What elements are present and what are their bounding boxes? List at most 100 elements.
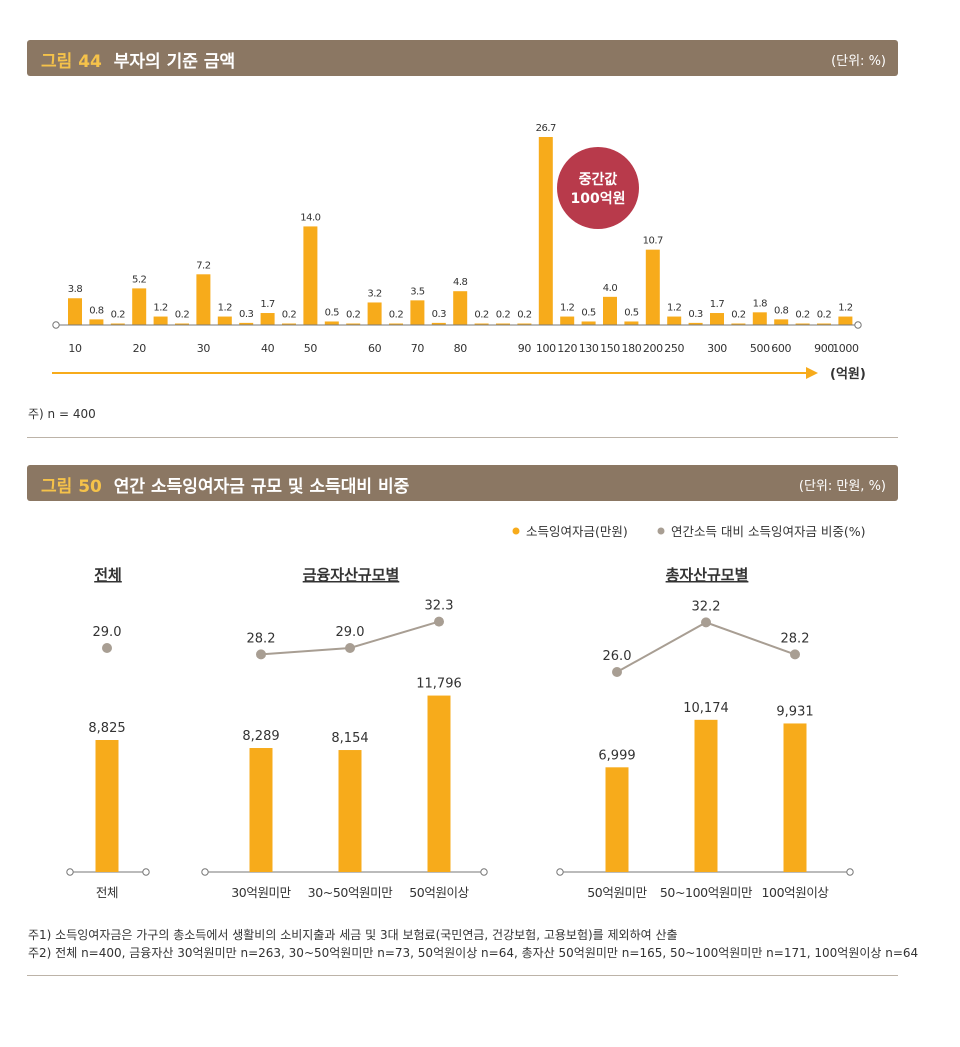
fig50-axis-dot [142,868,150,876]
fig50-title: 연간 소득잉여자금 규모 및 소득대비 비중 [113,477,410,497]
fig44-axis-end-dot [854,321,862,329]
fig44-arrow-head [806,367,818,379]
fig44-bar-value: 1.7 [260,299,275,310]
fig44-bar [346,323,361,325]
fig44-bar [581,321,596,325]
fig50-group-title: 금융자산규모별 [303,566,400,584]
fig50-bar-value: 10,174 [683,701,729,716]
fig44-tick-label: 300 [707,342,727,355]
fig44-bar [453,291,468,325]
fig44-tick-label: 200 [643,342,663,355]
fig44-tick-label: 30 [197,342,211,355]
fig50-ratio-point [790,649,800,660]
fig44-bar-value: 0.2 [817,310,832,321]
fig50-ratio-line [616,621,796,673]
fig44-axis-start-dot [52,321,60,329]
fig50-bar [605,767,629,872]
median-badge [557,147,639,229]
fig50-ratio-value: 29.0 [93,625,122,640]
fig44-tick-label: 180 [622,342,642,355]
fig44-tick-label: 100 [536,342,556,355]
fig50-ratio-point [102,643,112,653]
fig44-tick-label: 80 [454,342,468,355]
fig50-ratio-value: 28.2 [247,631,276,646]
fig50-ratio-value: 32.2 [692,599,721,614]
fig50-ratio-point [434,616,444,627]
fig44-note: 주) n = 400 [28,407,96,421]
fig50-group: 금융자산규모별 8,289 30억원미만 8,154 30~50억원미만 11,796 50… [201,566,488,900]
fig50-category-label: 100억원이상 [761,885,829,900]
fig44-bar [795,323,810,325]
fig50-banner: 그림 50 연간 소득잉여자금 규모 및 소득대비 비중 (단위: 만원, %) [27,465,898,501]
fig50-ratio-point [612,667,622,677]
fig50-bar-value: 8,289 [242,729,279,744]
fig44-bar [838,316,853,325]
fig50-group: 총자산규모별 6,999 50억원미만 10,174 50~100억원미만 9,931 10… [556,566,854,900]
fig44-bar-value: 3.8 [68,284,83,295]
fig44-tick-label: 40 [261,342,275,355]
fig44-bar-value: 7.2 [196,260,211,271]
fig50-ratio-value: 32.3 [425,599,454,614]
fig44-tick-label: 500 [750,342,770,355]
fig44-bar-value: 0.8 [774,305,789,316]
fig44-bar [474,323,489,325]
fig50-notes: 주1) 소득잉여자금은 가구의 총소득에서 생활비의 소비지출과 세금 및 3대… [28,926,918,962]
fig44-bar-value: 0.5 [581,307,596,318]
fig44-tick-label: 250 [664,342,684,355]
fig44-tick-label: 90 [518,342,532,355]
fig44-bar-value: 0.5 [325,307,340,318]
fig44-bar [175,323,189,325]
fig44-bar-value: 1.8 [753,298,768,309]
fig50-category-label: 50억원이상 [409,885,469,900]
fig44-number: 그림 44 [41,52,102,72]
fig44-axis-unit: (억원) [830,367,866,382]
fig44-tick-label: 900 [814,342,834,355]
fig44-bar [817,323,831,325]
fig44-bar [282,323,296,325]
legend-bar-marker [512,527,520,535]
fig50-bar-value: 8,154 [331,731,368,746]
legend-line-label: 연간소득 대비 소득잉여자금 비중(%) [671,524,866,539]
fig44-title: 부자의 기준 금액 [113,52,236,72]
fig44-tick-label: 50 [304,342,318,355]
fig44-bar-value: 0.8 [89,305,104,316]
fig44-tick-label: 70 [411,342,425,355]
fig50-axis-dot [480,868,488,876]
fig44-bar [710,313,724,325]
fig50-axis-dot [201,868,209,876]
fig50-group-title: 전체 [94,566,122,584]
fig50-ratio-value: 29.0 [336,625,365,640]
fig50-bar-value: 8,825 [88,721,125,736]
fig44-bar-value: 0.3 [688,309,703,320]
median-badge-line1: 중간값 [579,171,618,188]
fig44-bar [688,322,703,325]
fig44-bar-value: 1.2 [560,303,575,314]
fig44-tick-label: 130 [579,342,599,355]
fig44-bar [196,274,211,325]
fig44-bar-value: 4.8 [453,277,468,288]
fig44-bar [645,249,660,325]
fig50-bar [338,750,362,872]
fig44-bar-value: 10.7 [643,236,663,247]
fig44-bar-value: 0.2 [517,310,532,321]
fig44-divider [27,437,898,438]
legend-line-marker [657,527,665,535]
fig44-bar [667,316,682,325]
fig50-axis-dot [556,868,564,876]
fig44-bar [217,316,232,325]
fig44-unit: (단위: %) [831,54,886,69]
fig44-bar [68,298,82,325]
fig44-bar-value: 1.7 [710,299,725,310]
fig50-category-label: 50억원미만 [587,885,647,900]
fig44-bar-value: 0.2 [346,310,361,321]
fig44-bar [324,321,339,325]
fig44-bar-value: 0.3 [432,309,447,320]
fig44-tick-label: 60 [368,342,382,355]
fig44-bar-value: 0.2 [731,310,746,321]
fig50-bar [249,748,273,872]
fig44-bar [431,322,446,325]
fig44-bar-value: 1.2 [153,303,168,314]
fig44-bar-value: 0.5 [624,307,639,318]
fig44-bar-value: 0.2 [389,310,404,321]
fig50-bar [783,723,807,872]
